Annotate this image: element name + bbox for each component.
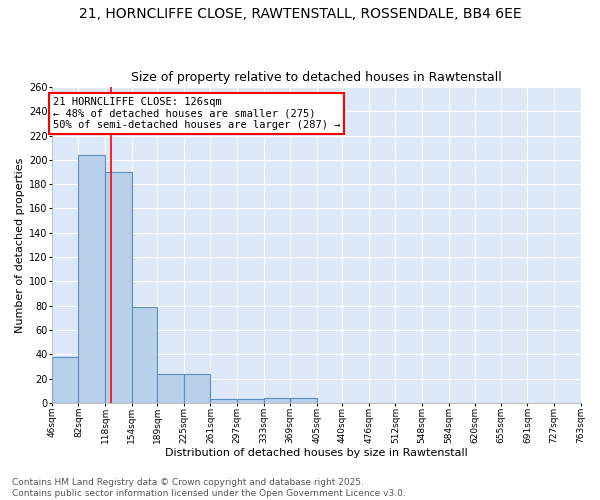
Text: Contains HM Land Registry data © Crown copyright and database right 2025.
Contai: Contains HM Land Registry data © Crown c… [12,478,406,498]
Bar [237,399,263,403]
Bar [290,398,317,403]
Bar [52,356,79,403]
Bar [79,155,105,403]
Bar [263,398,290,403]
Bar [184,374,211,403]
Bar [211,399,237,403]
X-axis label: Distribution of detached houses by size in Rawtenstall: Distribution of detached houses by size … [165,448,467,458]
Bar [105,172,131,403]
Text: 21 HORNCLIFFE CLOSE: 126sqm
← 48% of detached houses are smaller (275)
50% of se: 21 HORNCLIFFE CLOSE: 126sqm ← 48% of det… [53,97,340,130]
Text: 21, HORNCLIFFE CLOSE, RAWTENSTALL, ROSSENDALE, BB4 6EE: 21, HORNCLIFFE CLOSE, RAWTENSTALL, ROSSE… [79,8,521,22]
Y-axis label: Number of detached properties: Number of detached properties [15,157,25,332]
Title: Size of property relative to detached houses in Rawtenstall: Size of property relative to detached ho… [131,72,502,85]
Bar [131,307,157,403]
Bar [157,374,184,403]
